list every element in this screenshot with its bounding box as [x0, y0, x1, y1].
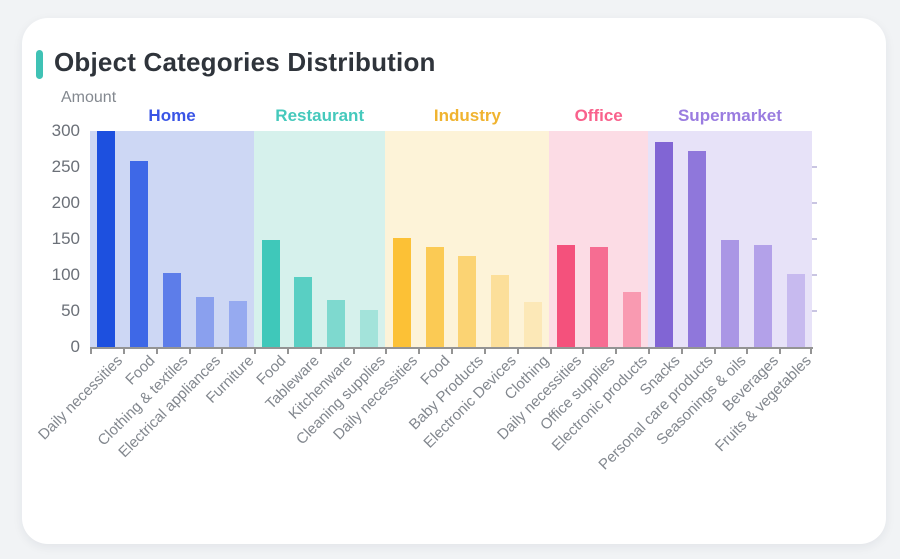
bar[interactable]	[622, 292, 641, 347]
y-axis-label: 150	[51, 229, 80, 248]
bar[interactable]	[327, 300, 346, 347]
x-axis-tick	[713, 349, 716, 354]
x-axis-tick	[680, 349, 683, 354]
y-axis-label: 300	[51, 121, 80, 140]
bar[interactable]	[524, 302, 542, 347]
y-axis-label: 200	[51, 193, 80, 212]
x-axis-tick	[746, 349, 749, 354]
y-axis-label: 100	[51, 265, 80, 284]
right-axis-tick	[812, 238, 817, 240]
bar[interactable]	[589, 247, 608, 347]
group-label: Supermarket	[677, 106, 782, 125]
x-axis-tick	[221, 349, 224, 354]
bar[interactable]	[130, 161, 149, 347]
x-axis-tick	[779, 349, 782, 354]
x-axis-tick	[615, 349, 618, 354]
bar[interactable]	[753, 245, 772, 347]
bar[interactable]	[655, 142, 674, 347]
x-axis-tick	[122, 349, 125, 354]
x-axis-tick	[810, 349, 812, 354]
x-axis-tick	[352, 349, 355, 354]
bar[interactable]	[97, 131, 116, 347]
right-axis-tick	[812, 166, 817, 168]
x-axis-tick	[549, 349, 552, 354]
y-axis-label: 250	[51, 157, 80, 176]
group-label: Industry	[433, 106, 501, 125]
bar[interactable]	[556, 245, 575, 347]
right-axis-tick	[812, 202, 817, 204]
x-axis-tick	[483, 349, 486, 354]
bar[interactable]	[786, 274, 805, 347]
bar[interactable]	[261, 240, 280, 347]
y-axis-label: 0	[70, 337, 80, 356]
y-axis-label: 50	[61, 301, 80, 320]
right-axis-tick	[812, 274, 817, 276]
bar[interactable]	[688, 151, 707, 347]
y-axis-title: Amount	[61, 89, 117, 106]
x-axis-tick	[90, 349, 92, 354]
bar[interactable]	[392, 238, 411, 347]
right-axis-tick	[812, 310, 817, 312]
x-axis-tick	[516, 349, 519, 354]
x-axis-tick	[286, 349, 289, 354]
bar[interactable]	[163, 273, 181, 347]
group-label: Home	[148, 106, 196, 125]
bar[interactable]	[294, 277, 313, 347]
bar[interactable]	[228, 301, 247, 347]
x-axis-tick	[582, 349, 585, 354]
x-axis-tick	[155, 349, 158, 354]
bar[interactable]	[491, 275, 510, 347]
title-accent-bar	[36, 50, 43, 79]
bar[interactable]	[721, 240, 739, 347]
page-title: Object Categories Distribution	[54, 47, 436, 77]
x-axis-tick	[647, 349, 650, 354]
group-label: Restaurant	[275, 106, 365, 125]
bar[interactable]	[458, 256, 477, 347]
x-axis-tick	[319, 349, 322, 354]
x-axis-line	[90, 347, 813, 349]
bar[interactable]	[360, 310, 378, 347]
group-label: Office	[574, 106, 623, 125]
bar[interactable]	[195, 297, 214, 347]
x-axis-tick	[451, 349, 453, 354]
x-axis-tick	[254, 349, 257, 354]
x-axis-tick	[188, 349, 191, 354]
bar[interactable]	[425, 247, 444, 347]
x-axis-tick	[418, 349, 421, 354]
x-axis-tick	[385, 349, 388, 354]
